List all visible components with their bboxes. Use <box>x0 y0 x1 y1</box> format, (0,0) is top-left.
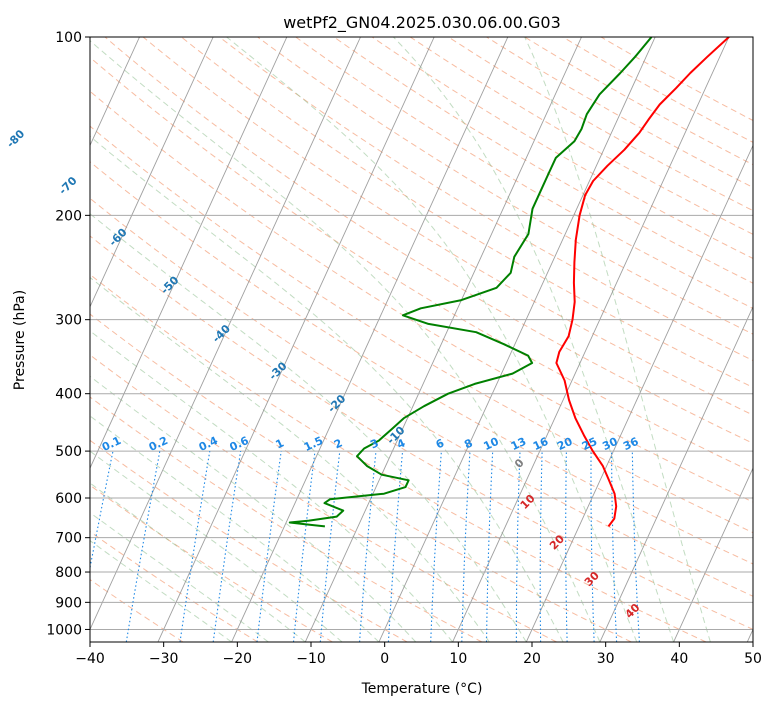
dry-adiabat-line <box>90 125 753 534</box>
y-tick-label: 800 <box>55 565 82 581</box>
moist-adiabat-line <box>524 37 711 642</box>
x-tick-label: −10 <box>296 651 326 667</box>
dry-adiabat-line <box>295 37 753 309</box>
isotherm-line <box>90 37 140 147</box>
mixing-ratio-label: 30 <box>600 435 620 453</box>
x-tick-label: 30 <box>597 651 615 667</box>
mixing-ratio-line <box>179 451 211 642</box>
y-tick-label: 1000 <box>46 622 82 638</box>
isotherm-line <box>304 37 582 642</box>
dry-adiabat-line <box>333 37 753 284</box>
moist-adiabat-line <box>90 511 269 642</box>
moist-adiabat-line <box>90 450 343 642</box>
dry-adiabat-line <box>90 273 707 642</box>
mixing-ratio-label: 36 <box>621 435 641 453</box>
y-tick-label: 200 <box>55 208 82 224</box>
moist-adiabat-line <box>90 540 232 642</box>
dry-adiabat-line <box>90 56 753 473</box>
dry-adiabat-line <box>371 37 753 260</box>
dewpoint-line <box>288 37 653 528</box>
dry-adiabat-line <box>409 37 753 235</box>
x-tick-label: −40 <box>75 651 105 667</box>
mixing-ratio-line <box>256 451 282 642</box>
mixing-ratio-label: 25 <box>580 435 599 453</box>
x-axis-label: Temperature (°C) <box>361 681 483 697</box>
y-tick-label: 400 <box>55 387 82 403</box>
dry-adiabat-line <box>180 37 753 388</box>
background-lines <box>0 37 753 642</box>
moist-adiabat-line <box>90 135 564 642</box>
dry-adiabat-line <box>486 37 753 189</box>
dry-adiabat-line <box>90 354 557 642</box>
y-tick-label: 300 <box>55 313 82 329</box>
y-tick-label: 900 <box>55 595 82 611</box>
y-tick-label: 500 <box>55 444 82 460</box>
moist-adiabat-line <box>90 276 490 642</box>
isotherm-line <box>673 467 753 642</box>
mixing-ratio-line <box>125 451 161 642</box>
moist-adiabat-line <box>393 37 675 642</box>
dry-adiabat-line <box>448 37 753 212</box>
x-tick-label: 50 <box>744 651 762 667</box>
mixing-ratio-label: 20 <box>555 435 575 453</box>
x-tick-label: −20 <box>223 651 253 667</box>
mixing-ratio-label: 16 <box>531 435 551 453</box>
plot-background <box>90 37 753 642</box>
isotherm-line <box>599 305 753 642</box>
dry-adiabat-line <box>90 313 632 642</box>
dry-adiabat-line <box>90 235 753 630</box>
y-tick-label: 100 <box>55 30 82 46</box>
y-tick-label: 600 <box>55 491 82 507</box>
moist-adiabat-line <box>90 330 453 642</box>
isotherm-line <box>525 144 753 642</box>
dry-adiabat-line <box>524 37 753 166</box>
dry-adiabat-line <box>90 484 333 642</box>
isotherm-line <box>90 37 288 470</box>
isotherm-line <box>157 37 435 642</box>
temperature-line <box>555 37 730 527</box>
dry-adiabat-line <box>142 37 753 416</box>
isotherm-line <box>90 37 214 308</box>
x-tick-label: 0 <box>380 651 389 667</box>
mixing-ratio-label: 13 <box>509 435 528 453</box>
mixing-ratio-line <box>292 451 316 642</box>
mixing-ratio-line <box>90 450 114 571</box>
isotherm-line <box>231 37 509 642</box>
x-tick-label: 40 <box>670 651 688 667</box>
moist-adiabat-line <box>90 213 527 642</box>
isotherm-line <box>452 37 730 642</box>
isotherm-line <box>0 37 66 642</box>
dry-adiabat-line <box>104 37 753 444</box>
mixing-ratio-label: 10 <box>482 435 502 453</box>
dry-adiabat-line <box>219 37 753 362</box>
x-tick-label: 20 <box>523 651 541 667</box>
moist-adiabat-line <box>90 40 601 642</box>
y-tick-label: 700 <box>55 531 82 547</box>
isotherm-line <box>378 37 656 642</box>
dry-adiabat-line <box>562 37 753 143</box>
mixing-ratio-line <box>212 451 242 642</box>
chart-title: wetPf2_GN04.2025.030.06.00.G03 <box>283 13 561 33</box>
dry-adiabat-label: -70 <box>56 174 79 197</box>
plot-frame <box>89 36 754 643</box>
data-lines <box>288 37 730 528</box>
x-tick-label: 10 <box>449 651 467 667</box>
isotherm-line <box>90 37 361 631</box>
x-tick-label: −30 <box>149 651 179 667</box>
axes: −40 −30 −20 −10 0 10 20 30 40 50 100 200 300 400 500 60… <box>46 30 762 667</box>
y-axis-label: Pressure (hPa) <box>12 290 28 390</box>
dry-adiabat-line <box>90 530 259 642</box>
dry-adiabat-label: -80 <box>4 127 27 150</box>
